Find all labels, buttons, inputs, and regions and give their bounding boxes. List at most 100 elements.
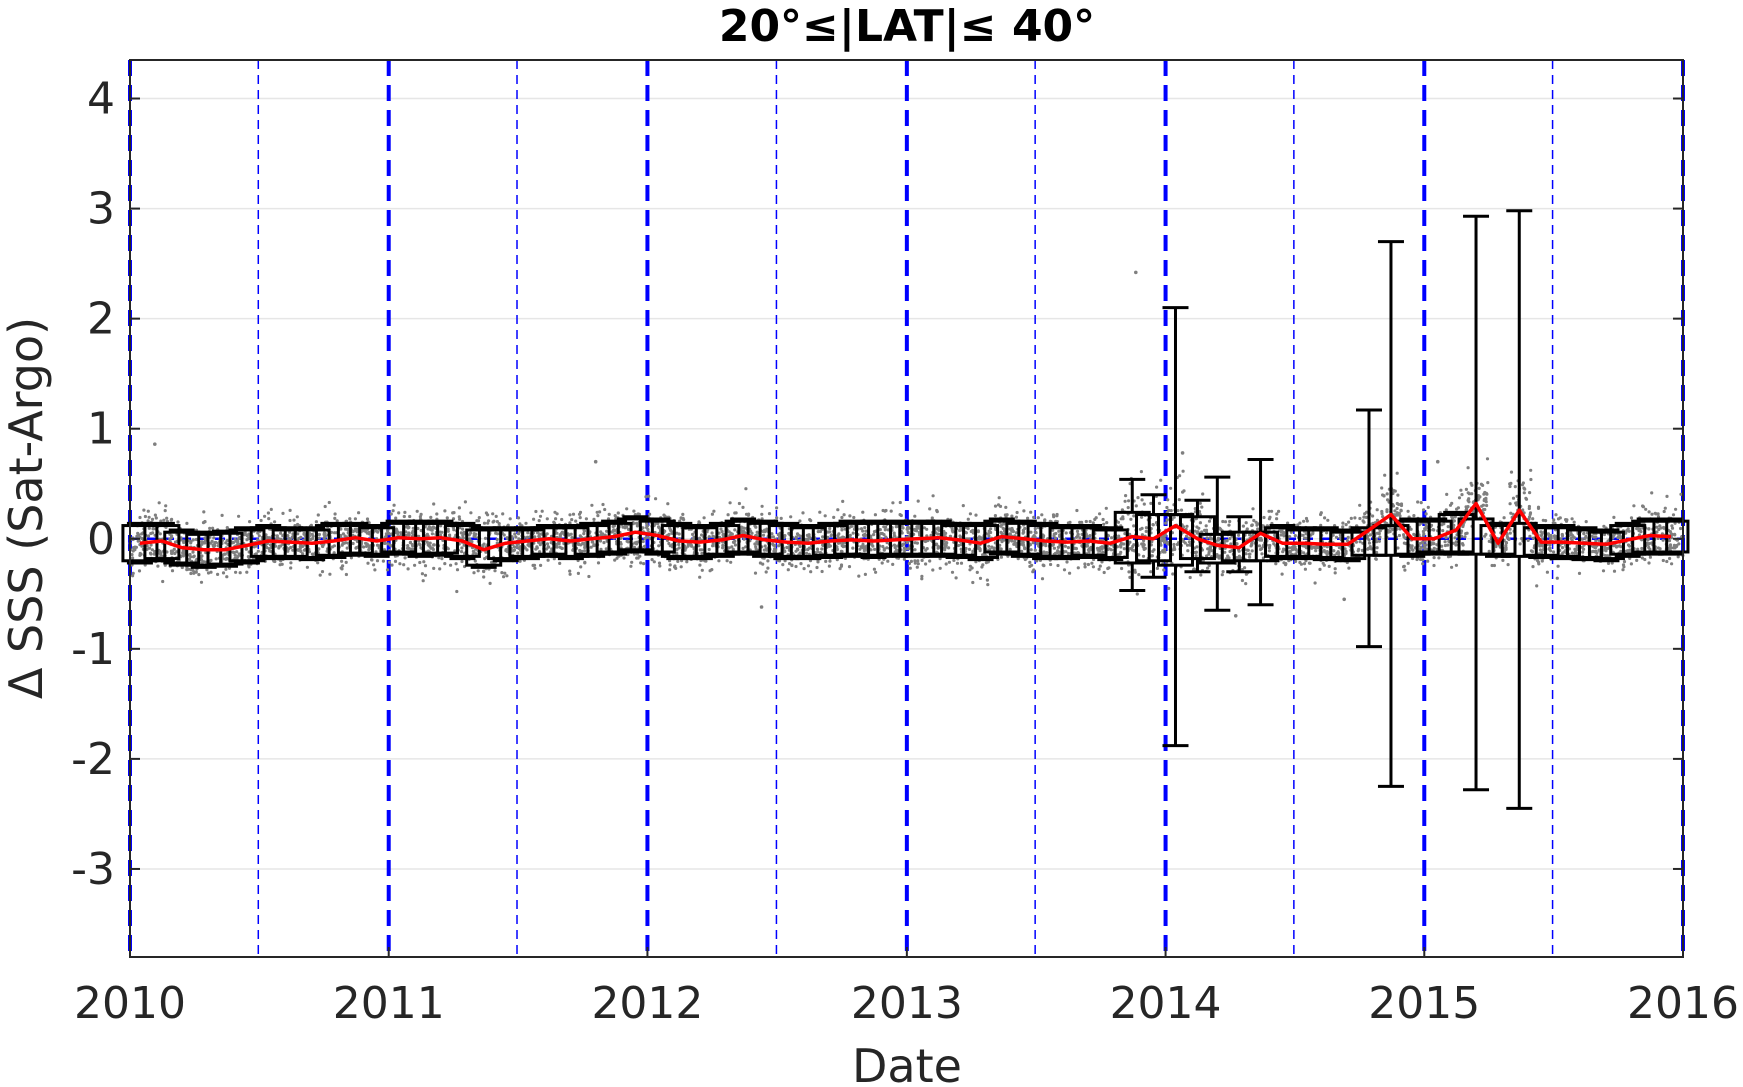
scatter-point: [432, 502, 436, 506]
scatter-point: [595, 510, 599, 514]
scatter-point: [733, 528, 737, 532]
scatter-point: [1195, 531, 1199, 535]
scatter-point: [1377, 532, 1381, 536]
scatter-point: [964, 531, 969, 535]
scatter-point: [598, 510, 602, 514]
scatter-point: [1267, 546, 1271, 550]
scatter-point: [1377, 539, 1381, 543]
scatter-point: [1395, 471, 1399, 475]
scatter-point: [1199, 573, 1203, 577]
scatter-point: [1569, 530, 1573, 535]
scatter-point: [1556, 517, 1561, 521]
scatter-point: [493, 569, 497, 573]
scatter-point: [1621, 568, 1625, 572]
scatter-point: [892, 543, 897, 547]
scatter-point: [1294, 547, 1298, 552]
scatter-point: [1029, 530, 1033, 534]
scatter-point: [1241, 524, 1245, 528]
scatter-point: [730, 545, 734, 549]
scatter-point: [189, 571, 193, 576]
scatter-point: [635, 556, 639, 560]
scatter-point: [976, 529, 981, 533]
scatter-point: [1251, 507, 1255, 511]
scatter-point: [408, 514, 412, 519]
scatter-point: [1208, 545, 1212, 549]
scatter-point: [1606, 546, 1610, 551]
scatter-point: [280, 562, 284, 566]
scatter-point: [987, 529, 991, 533]
scatter-point: [432, 543, 436, 547]
scatter-point: [1371, 514, 1375, 518]
scatter-point: [265, 545, 269, 550]
scatter-point: [821, 535, 825, 539]
scatter-point: [1426, 505, 1430, 509]
scatter-point: [397, 511, 401, 515]
scatter-point: [398, 562, 402, 566]
scatter-point: [1556, 564, 1560, 568]
scatter-point: [472, 571, 476, 575]
scatter-point: [993, 504, 998, 508]
scatter-point: [472, 532, 476, 536]
scatter-point: [883, 528, 887, 532]
scatter-point: [1381, 515, 1385, 519]
scatter-point: [1184, 534, 1189, 538]
scatter-point: [1254, 520, 1258, 524]
scatter-point: [638, 554, 642, 558]
scatter-point: [214, 540, 218, 545]
scatter-point: [1049, 562, 1053, 567]
scatter-point: [1106, 534, 1110, 538]
scatter-point: [192, 554, 196, 558]
scatter-point: [1102, 522, 1106, 526]
scatter-point: [233, 537, 237, 541]
scatter-point: [641, 539, 645, 544]
scatter-point: [469, 511, 473, 515]
scatter-point: [1395, 501, 1399, 506]
scatter-point: [475, 519, 479, 523]
scatter-point: [862, 549, 867, 553]
scatter-point: [225, 575, 229, 579]
scatter-point: [727, 530, 731, 534]
scatter-point: [1244, 572, 1248, 576]
scatter-point: [1531, 517, 1535, 521]
scatter-point: [717, 559, 721, 563]
scatter-point: [169, 518, 173, 522]
scatter-point: [858, 547, 862, 551]
scatter-point: [599, 547, 603, 552]
scatter-point: [500, 571, 504, 575]
scatter-point: [495, 520, 499, 524]
scatter-point: [146, 519, 150, 523]
scatter-point: [1647, 527, 1651, 531]
scatter-point: [872, 567, 877, 571]
scatter-point: [931, 568, 935, 572]
scatter-point: [191, 550, 195, 554]
scatter-point: [428, 541, 432, 545]
scatter-point: [275, 534, 279, 538]
scatter-point: [902, 546, 907, 550]
scatter-point: [344, 572, 348, 577]
scatter-point: [404, 533, 408, 537]
scatter-point: [1165, 518, 1169, 522]
scatter-point: [1135, 592, 1139, 596]
scatter-point: [1521, 508, 1525, 512]
scatter-point: [461, 536, 465, 540]
scatter-point: [775, 506, 779, 510]
scatter-point: [495, 532, 500, 536]
scatter-point: [902, 557, 907, 561]
scatter-point: [862, 546, 866, 550]
scatter-point: [367, 548, 371, 552]
scatter-point: [1140, 526, 1144, 531]
scatter-point: [862, 534, 866, 538]
scatter-point: [1616, 535, 1620, 540]
scatter-point: [1363, 512, 1367, 516]
scatter-point: [677, 542, 681, 547]
scatter-point: [1619, 545, 1623, 549]
scatter-point: [501, 512, 505, 516]
scatter-point: [1325, 553, 1329, 557]
scatter-point: [1492, 563, 1496, 568]
scatter-point: [898, 513, 902, 517]
scatter-point: [411, 526, 415, 530]
scatter-point: [906, 530, 910, 534]
scatter-point: [1223, 520, 1228, 524]
scatter-point: [1098, 512, 1102, 516]
scatter-point: [1121, 515, 1125, 519]
